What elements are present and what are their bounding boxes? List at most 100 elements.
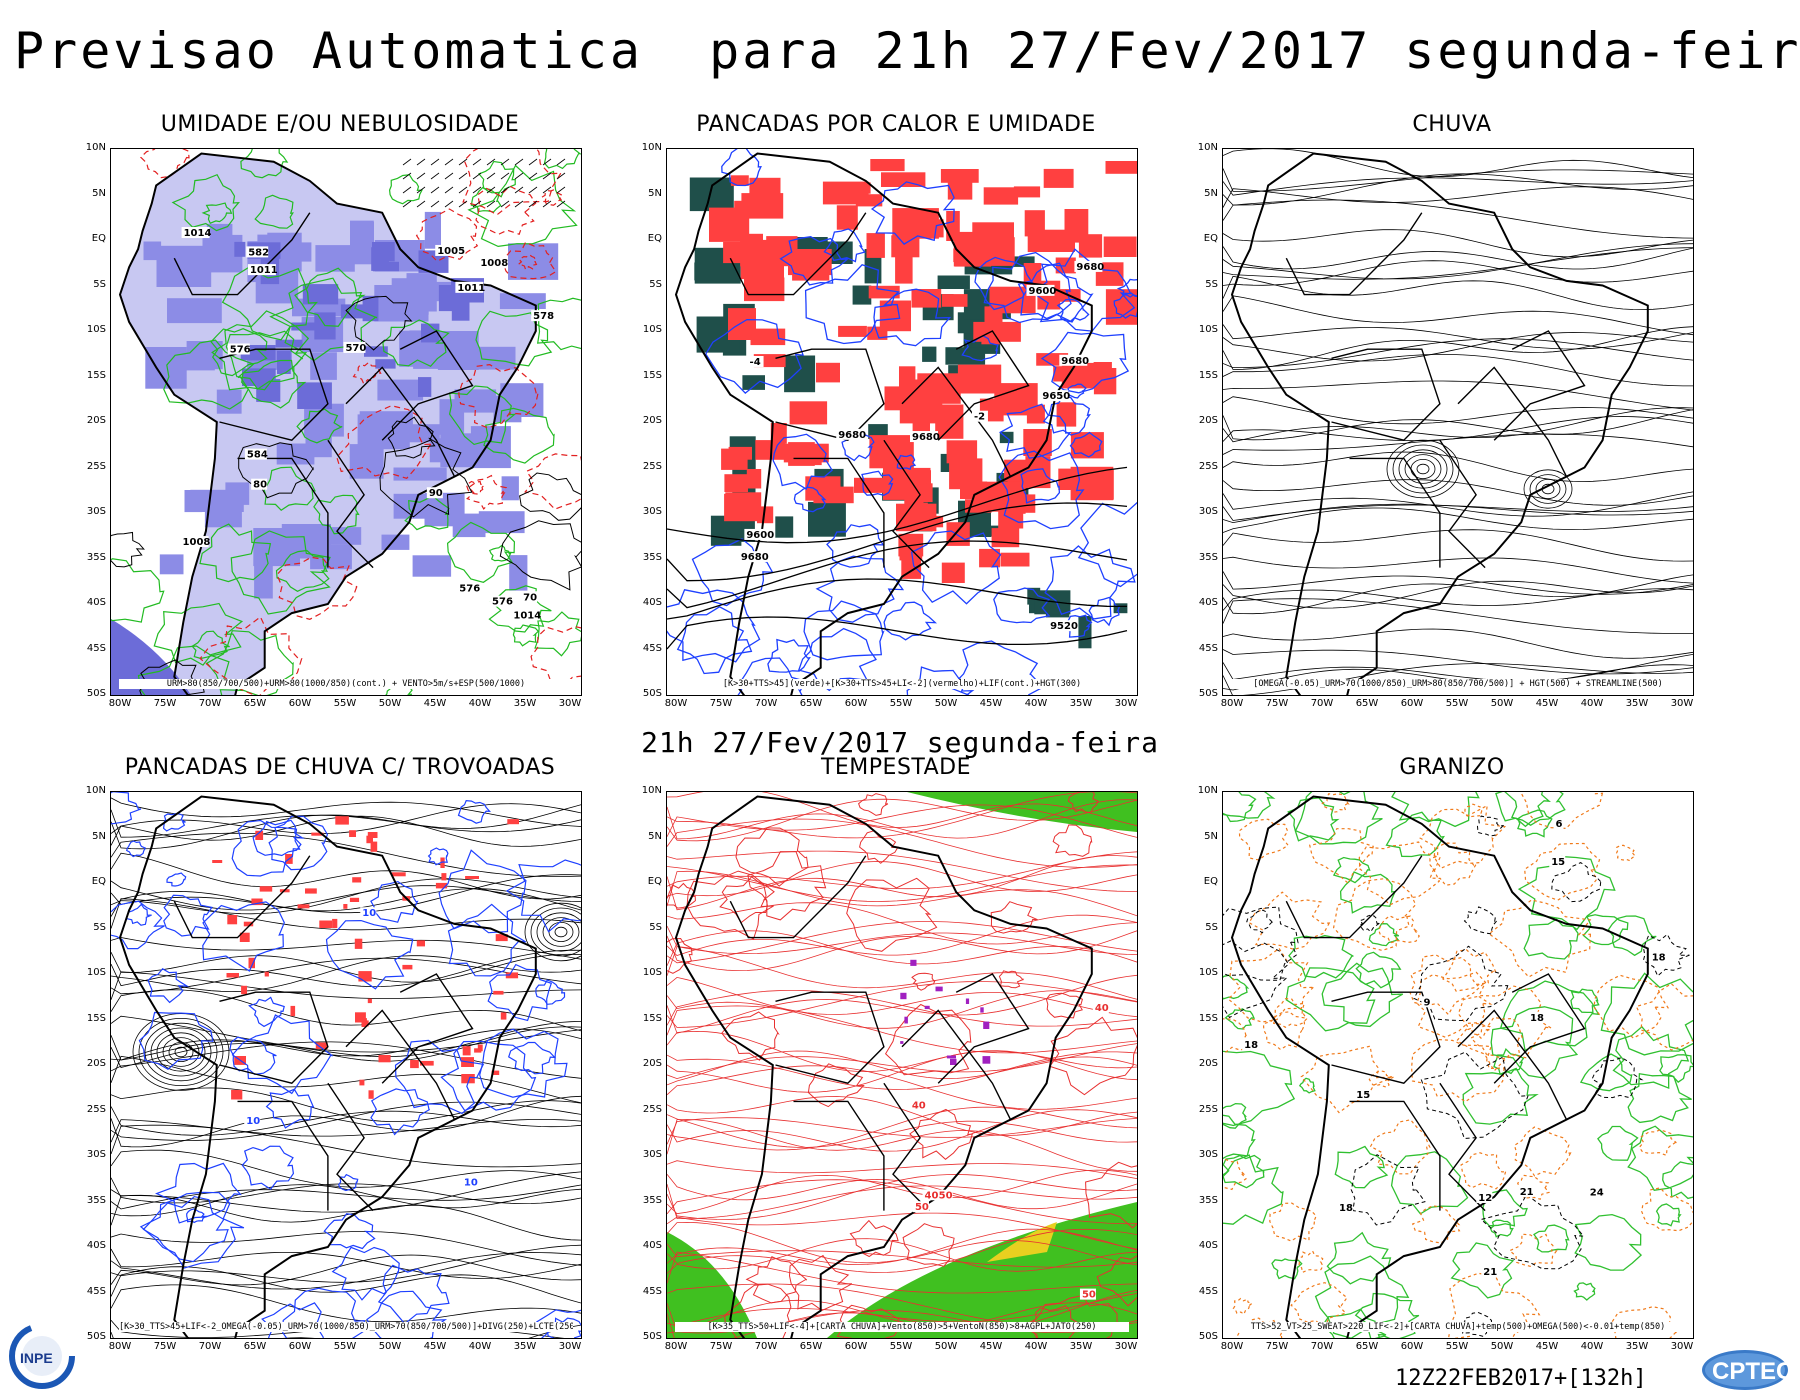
contour-label: 9520 <box>1050 621 1078 632</box>
contour-label-bg <box>1074 260 1103 272</box>
contour-line <box>902 1223 955 1267</box>
border-line <box>219 991 329 1084</box>
height-contour <box>667 466 1128 544</box>
contour-line <box>949 640 1045 695</box>
lat-label: 45S <box>1198 1285 1218 1297</box>
lat-label: 45S <box>1198 642 1218 654</box>
vortex-ring <box>1529 474 1567 504</box>
contour-line <box>313 494 360 535</box>
streamline <box>667 1290 1137 1338</box>
lat-label: 15S <box>1198 1012 1218 1024</box>
contour-line <box>1223 906 1299 981</box>
lat-label: 10N <box>85 785 106 796</box>
tempest-cell <box>935 986 943 992</box>
contour-label: 9600 <box>746 530 774 541</box>
streamline <box>1223 326 1693 370</box>
streamline <box>111 1028 581 1061</box>
contour-line <box>870 181 955 245</box>
lat-label: EQ <box>647 233 662 244</box>
thunderstorm-cell <box>332 918 338 928</box>
panel-title: PANCADAS DE CHUVA C/ TROVOADAS <box>124 755 556 780</box>
instability-area <box>899 366 916 388</box>
border-line <box>729 212 867 296</box>
instability-area <box>935 404 964 439</box>
contour-line <box>438 849 527 934</box>
contour-line <box>254 194 294 229</box>
wind-arrow <box>528 186 538 194</box>
continent-outline <box>674 795 1093 1338</box>
panel-title: CHUVA <box>1412 112 1492 137</box>
contour-line <box>186 1208 208 1224</box>
contour-line <box>1026 1305 1081 1338</box>
lon-label: 55W <box>1445 1341 1469 1352</box>
contour-label: 10 <box>246 1116 260 1127</box>
lat-label: 35S <box>1198 1194 1218 1206</box>
humidity-cell <box>315 245 355 272</box>
contour-line <box>1612 1025 1690 1090</box>
streamline <box>1223 433 1693 455</box>
vortex-ring <box>156 1032 206 1072</box>
lon-label: 65W <box>799 698 823 709</box>
lat-label: 40S <box>642 597 662 608</box>
mid-title: 21h 27/Fev/2017 segunda-feira <box>641 726 1159 759</box>
contour-label: 9680 <box>912 432 940 443</box>
contour-label: -2 <box>974 412 985 423</box>
contour-line <box>147 968 190 1004</box>
contour-label-bg <box>910 431 939 443</box>
border-line <box>381 330 474 441</box>
thunderstorm-cell <box>290 1005 296 1017</box>
contour-line <box>163 894 213 937</box>
contour-line <box>1607 915 1657 957</box>
wind-arrow <box>430 158 440 166</box>
border-line <box>1493 330 1586 441</box>
contour-line <box>323 1213 376 1250</box>
contour-line <box>507 1041 557 1075</box>
lat-label: 20S <box>86 1058 106 1069</box>
contour-line <box>534 611 581 657</box>
lat-label: 35S <box>86 551 106 563</box>
contour-label-bg <box>478 256 507 268</box>
thunderstorm-cell <box>410 1060 419 1069</box>
streamline <box>1223 353 1693 387</box>
contour-line <box>201 202 233 224</box>
wind-arrow <box>556 186 566 194</box>
contour-line <box>388 174 423 205</box>
border-line <box>1493 973 1586 1084</box>
continent-outline <box>1230 152 1649 695</box>
contour-line <box>377 1264 450 1325</box>
lon-label: 45W <box>979 698 1003 709</box>
streamline <box>1223 628 1693 659</box>
contour-line <box>477 160 516 198</box>
humidity-cell <box>364 346 388 357</box>
border-line <box>729 855 867 939</box>
lon-label: 50W <box>1490 1341 1514 1352</box>
streamline <box>111 1026 581 1062</box>
humidity-cell <box>297 382 332 409</box>
streamline <box>667 1096 1137 1136</box>
thunderstorm-cell <box>212 860 223 863</box>
instability-area <box>783 443 829 463</box>
contour-line <box>1339 871 1397 914</box>
contour-label-bg <box>1476 1191 1493 1203</box>
lat-label: 15S <box>642 369 662 381</box>
streamline <box>667 792 1137 828</box>
border-line <box>883 1082 930 1212</box>
contour-label-bg <box>836 428 865 440</box>
streamline <box>1223 199 1693 239</box>
map-svg: 1011 578 576 80 90 70 1008 1011 576 582 570 1005 101… <box>111 149 581 695</box>
humidity-cell <box>451 297 470 321</box>
lon-label: 35W <box>1625 698 1649 709</box>
streamline <box>667 1114 1137 1148</box>
border-line <box>327 1082 374 1212</box>
humidity-cell <box>275 339 303 348</box>
contour-label: 10 <box>464 1177 478 1188</box>
thunderstorm-cell <box>477 1044 483 1052</box>
contour-label: 18 <box>1652 952 1666 963</box>
panel-caption: URM>80(850/700/500)+URM>80(1000/850)(con… <box>119 679 573 689</box>
streamline <box>667 818 1137 868</box>
contour-line <box>1489 1219 1514 1238</box>
instability-area <box>822 181 869 205</box>
streamline <box>111 955 581 992</box>
lon-label: 75W <box>153 698 177 709</box>
contour-line <box>238 442 314 499</box>
